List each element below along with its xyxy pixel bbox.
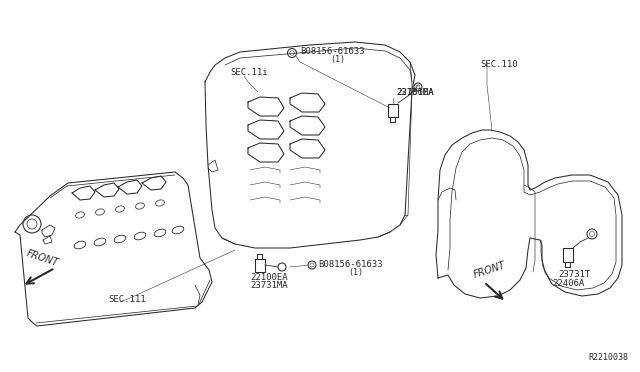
Text: (1): (1) bbox=[330, 55, 345, 64]
Text: FRONT: FRONT bbox=[25, 248, 60, 268]
Text: B08156-61633: B08156-61633 bbox=[300, 47, 365, 56]
Text: 23731MA: 23731MA bbox=[250, 281, 287, 290]
Text: 22100EA: 22100EA bbox=[250, 273, 287, 282]
Text: B08156-61633: B08156-61633 bbox=[318, 260, 383, 269]
Text: SEC.11i: SEC.11i bbox=[230, 68, 268, 77]
Text: (1): (1) bbox=[348, 268, 363, 277]
Text: FRONT: FRONT bbox=[473, 260, 508, 280]
Text: SEC.110: SEC.110 bbox=[480, 60, 518, 69]
Text: 22406A: 22406A bbox=[552, 279, 584, 288]
Text: R2210038: R2210038 bbox=[588, 353, 628, 362]
Text: 23731MA: 23731MA bbox=[396, 88, 434, 97]
Text: 22100EA: 22100EA bbox=[396, 88, 434, 97]
Text: 23731T: 23731T bbox=[558, 270, 590, 279]
Text: SEC.111: SEC.111 bbox=[108, 295, 146, 304]
